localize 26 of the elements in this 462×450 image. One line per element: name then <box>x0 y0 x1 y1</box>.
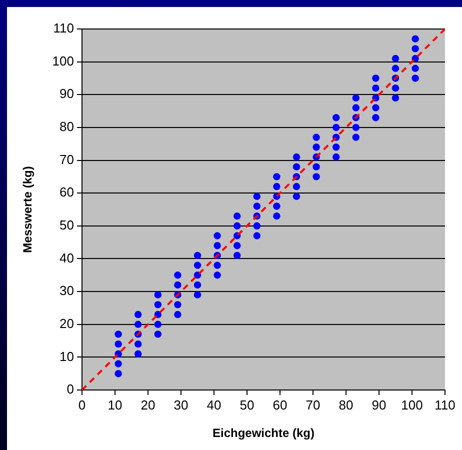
x-tick-label: 90 <box>372 397 386 412</box>
x-tick-label: 30 <box>174 397 188 412</box>
x-tick-label: 40 <box>206 397 222 412</box>
y-tick-label: 110 <box>53 20 74 36</box>
y-tick-label: 10 <box>60 348 74 364</box>
x-tick-label: 60 <box>272 397 288 412</box>
x-tick-label: 0 <box>78 397 86 412</box>
y-tick-label: 50 <box>60 217 74 232</box>
y-tick-label: 20 <box>60 316 74 331</box>
y-tick-label: 100 <box>52 53 74 68</box>
y-axis-title: Messwerte (kg) <box>20 166 35 253</box>
x-tick-label: 20 <box>140 397 156 412</box>
y-tick-label: 0 <box>66 382 74 397</box>
y-tick-label: 40 <box>60 250 74 266</box>
y-tick-label: 60 <box>60 184 74 200</box>
x-tick-label: 10 <box>108 397 122 412</box>
x-axis-title: Eichgewichte (kg) <box>212 426 315 440</box>
y-tick-label: 70 <box>60 152 74 167</box>
y-tick-label: 30 <box>60 283 74 298</box>
y-tick-label: 90 <box>60 86 74 102</box>
x-tick-label: 70 <box>306 397 320 412</box>
x-tick-label: 80 <box>338 397 354 412</box>
x-tick-label: 110 <box>434 397 456 412</box>
x-tick-label: 100 <box>401 397 423 412</box>
x-tick-label: 50 <box>240 397 254 412</box>
y-tick-label: 80 <box>60 119 74 134</box>
